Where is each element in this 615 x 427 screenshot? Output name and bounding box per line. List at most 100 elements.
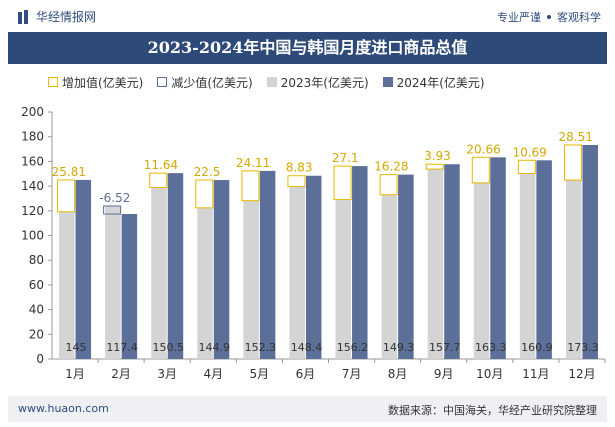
x-tick-label: 3月: [157, 367, 177, 381]
value-label-2024: 156.2: [337, 341, 369, 354]
y-tick-label: 0: [36, 352, 44, 366]
increase-box: [333, 165, 352, 201]
change-label: -6.52: [99, 191, 130, 205]
y-tick-label: 80: [29, 253, 44, 267]
legend-item-2023: 2023年(亿美元): [266, 74, 369, 91]
bar-2024: [444, 164, 460, 359]
change-label: 28.51: [559, 130, 593, 144]
increase-box: [379, 174, 398, 196]
legend-label-2023: 2023年(亿美元): [280, 75, 369, 90]
legend-label-increase: 增加值(亿美元): [62, 75, 144, 90]
x-tick-label: 12月: [568, 367, 595, 381]
bar-2024: [305, 175, 322, 359]
increase-box: [471, 156, 490, 184]
change-label: 20.66: [466, 142, 500, 156]
bar-2023: [105, 205, 121, 359]
footer-website: www.huaon.com: [18, 402, 109, 415]
brand-logo-icon: [18, 9, 28, 24]
change-label: 22.5: [194, 165, 221, 179]
bar-2023: [151, 187, 167, 359]
x-tick-label: 7月: [342, 367, 362, 381]
chart-title: 2023-2024年中国与韩国月度进口商品总值: [8, 32, 607, 64]
slogan-dot-icon: [547, 15, 551, 19]
value-label-2024: 117.4: [106, 341, 138, 354]
top-bar: 华经情报网 专业严谨 客观科学: [0, 0, 615, 32]
y-tick-label: 40: [29, 303, 44, 317]
slogan: 专业严谨 客观科学: [497, 9, 601, 25]
decrease-box: [103, 205, 122, 215]
y-tick-label: 180: [21, 130, 44, 144]
change-label: 25.81: [52, 165, 86, 179]
x-tick-label: 9月: [434, 367, 454, 381]
value-label-2024: 152.3: [245, 341, 277, 354]
brand-name: 华经情报网: [36, 10, 97, 24]
x-tick-label: 2月: [111, 367, 131, 381]
bar-2024: [121, 214, 138, 359]
bar-2024: [352, 166, 368, 359]
value-label-2024: 145: [66, 341, 87, 354]
bar-2024: [582, 144, 598, 359]
x-tick-label: 10月: [476, 367, 503, 381]
x-tick-label: 1月: [65, 367, 85, 381]
y-tick-label: 100: [21, 229, 44, 243]
change-label: 8.83: [286, 161, 313, 175]
value-label-2024: 173.3: [567, 341, 599, 354]
bar-2023: [427, 169, 444, 359]
slogan-right: 客观科学: [557, 11, 601, 24]
value-label-2024: 149.3: [383, 341, 415, 354]
y-tick-label: 60: [29, 278, 44, 292]
legend-swatch-2024: [382, 77, 393, 87]
legend: 增加值(亿美元) 减少值(亿美元) 2023年(亿美元) 2024年(亿美元): [48, 72, 499, 92]
legend-label-decrease: 减少值(亿美元): [171, 75, 253, 90]
x-tick-label: 11月: [522, 367, 549, 381]
legend-swatch-increase: [48, 77, 58, 87]
y-tick-label: 20: [29, 327, 44, 341]
slogan-left: 专业严谨: [497, 11, 541, 24]
legend-item-increase: 增加值(亿美元): [48, 74, 143, 91]
increase-box: [517, 159, 536, 175]
legend-swatch-2023: [266, 77, 277, 87]
bar-2024: [536, 160, 552, 359]
change-label: 16.28: [374, 160, 408, 174]
footer: www.huaon.com 数据来源：中国海关，华经产业研究院整理: [8, 396, 607, 422]
change-label: 11.64: [144, 158, 178, 172]
increase-box: [241, 170, 260, 202]
bar-2024: [75, 179, 92, 359]
bar-2023: [59, 211, 75, 359]
y-tick-label: 160: [21, 154, 44, 168]
bar-2023: [473, 182, 490, 359]
increase-box: [563, 144, 582, 181]
bar-2023: [565, 180, 582, 359]
bar-2024: [213, 180, 230, 359]
value-label-2024: 150.5: [152, 341, 184, 354]
x-tick-label: 6月: [296, 367, 316, 381]
footer-source: 数据来源：中国海关，华经产业研究院整理: [388, 404, 597, 417]
x-tick-label: 5月: [250, 367, 270, 381]
bar-2024: [398, 174, 414, 359]
value-label-2024: 157.7: [429, 341, 461, 354]
value-label-2024: 160.9: [521, 341, 553, 354]
chart-plot: 0 20 40 60 80 100 120 140 160 180 200 1月 25.81 145 2月 -…: [21, 105, 606, 381]
y-tick-label: 140: [21, 179, 44, 193]
bar-2024: [259, 170, 276, 359]
value-label-2024: 163.3: [475, 341, 507, 354]
bar-2024: [490, 157, 506, 359]
bar-2023: [243, 200, 259, 359]
change-label: 24.11: [236, 156, 270, 170]
bar-2023: [519, 173, 536, 359]
brand: 华经情报网: [18, 8, 96, 25]
increase-box: [149, 172, 168, 188]
bar-2023: [289, 186, 305, 359]
bar-2023: [197, 207, 213, 359]
bar-2023: [335, 199, 352, 359]
x-tick-label: 4月: [203, 367, 223, 381]
increase-box: [57, 179, 76, 213]
bar-2024: [167, 173, 184, 359]
change-label: 27.1: [332, 151, 359, 165]
change-label: 3.93: [424, 149, 451, 163]
change-label: 10.69: [512, 145, 546, 159]
legend-swatch-decrease: [157, 77, 168, 87]
y-tick-label: 120: [21, 204, 44, 218]
value-label-2024: 144.9: [199, 341, 231, 354]
value-label-2024: 148.4: [291, 341, 323, 354]
